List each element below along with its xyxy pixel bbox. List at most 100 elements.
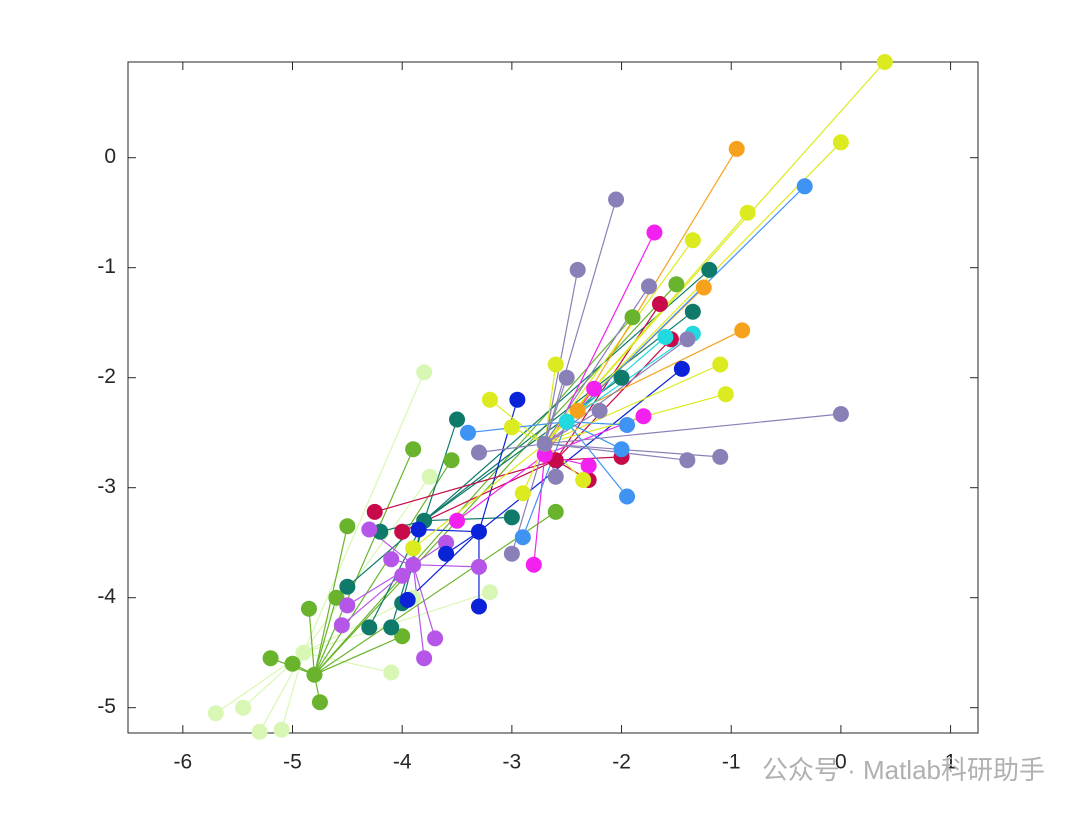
point xyxy=(613,441,630,458)
link xyxy=(566,421,622,450)
point xyxy=(679,452,696,469)
point xyxy=(470,444,487,461)
link xyxy=(566,185,806,423)
point xyxy=(651,296,668,312)
point xyxy=(608,191,625,208)
point xyxy=(481,584,498,601)
link xyxy=(407,531,480,601)
point xyxy=(273,721,290,738)
point xyxy=(503,545,520,562)
point xyxy=(416,650,433,667)
point xyxy=(796,178,813,195)
point xyxy=(832,134,849,151)
point xyxy=(514,485,531,502)
link xyxy=(478,443,545,454)
point xyxy=(832,406,849,422)
point xyxy=(684,303,701,320)
point xyxy=(503,419,520,436)
x-tick-label: 1 xyxy=(945,751,957,774)
link xyxy=(478,368,683,533)
point xyxy=(635,408,652,425)
point xyxy=(558,369,575,386)
link xyxy=(412,564,436,639)
link xyxy=(412,564,425,659)
point xyxy=(405,540,422,557)
link xyxy=(302,476,431,654)
link xyxy=(313,448,414,675)
point xyxy=(383,619,400,636)
link xyxy=(302,371,425,653)
point xyxy=(262,650,279,667)
point xyxy=(673,360,690,377)
point xyxy=(481,391,498,408)
point xyxy=(405,441,422,458)
x-tick-label: -6 xyxy=(173,751,192,774)
point xyxy=(728,140,745,157)
point xyxy=(399,591,416,608)
x-tick-label: -3 xyxy=(503,751,522,774)
link xyxy=(314,283,677,676)
point xyxy=(460,424,476,441)
point xyxy=(569,261,586,278)
link xyxy=(423,377,622,522)
link xyxy=(423,419,458,521)
point xyxy=(427,630,444,647)
point xyxy=(525,556,542,573)
point xyxy=(684,232,701,249)
x-tick-label: 0 xyxy=(835,751,847,774)
point xyxy=(361,619,378,636)
link xyxy=(566,421,628,497)
center-point xyxy=(558,413,575,430)
point xyxy=(640,278,657,295)
point xyxy=(366,503,383,520)
point xyxy=(514,529,531,546)
axes: -6 -5 -4 -3 -2 -1 0 1 -5 -4 -3 -2 -1 0 xyxy=(97,62,978,774)
point xyxy=(739,204,756,221)
x-tick-label: -4 xyxy=(393,751,412,774)
x-tick-label: -2 xyxy=(612,751,631,774)
center-point xyxy=(569,402,586,419)
link xyxy=(577,148,738,412)
point xyxy=(339,597,356,614)
watermark: 公众号 · Matlab科研助手 xyxy=(762,755,1045,785)
y-tick-label: -4 xyxy=(97,585,116,608)
point xyxy=(339,578,356,595)
link xyxy=(566,333,694,423)
point xyxy=(509,391,526,408)
point xyxy=(333,617,350,634)
link xyxy=(418,528,479,533)
point xyxy=(503,509,520,526)
center-point xyxy=(536,446,553,463)
y-tick-label: 0 xyxy=(104,145,116,168)
point xyxy=(695,279,712,296)
point xyxy=(383,664,400,681)
center-point xyxy=(295,644,312,661)
link xyxy=(544,364,557,444)
point xyxy=(734,322,751,339)
point xyxy=(470,558,487,575)
point xyxy=(717,386,734,403)
point xyxy=(619,417,636,433)
point xyxy=(657,329,674,345)
center-point xyxy=(536,435,553,452)
point xyxy=(547,503,564,520)
point xyxy=(394,523,411,540)
point xyxy=(361,521,378,538)
point xyxy=(470,598,487,615)
point xyxy=(580,457,597,474)
center-point xyxy=(405,556,422,573)
link xyxy=(424,516,512,522)
center-point xyxy=(470,523,487,540)
point xyxy=(443,452,460,469)
link xyxy=(544,443,584,481)
point xyxy=(591,402,608,419)
center-point xyxy=(306,666,323,683)
point xyxy=(339,518,356,535)
y-tick-label: -5 xyxy=(97,695,116,718)
link xyxy=(313,597,337,675)
point xyxy=(876,54,893,70)
link xyxy=(456,454,546,522)
point xyxy=(449,411,466,428)
link xyxy=(308,608,316,675)
